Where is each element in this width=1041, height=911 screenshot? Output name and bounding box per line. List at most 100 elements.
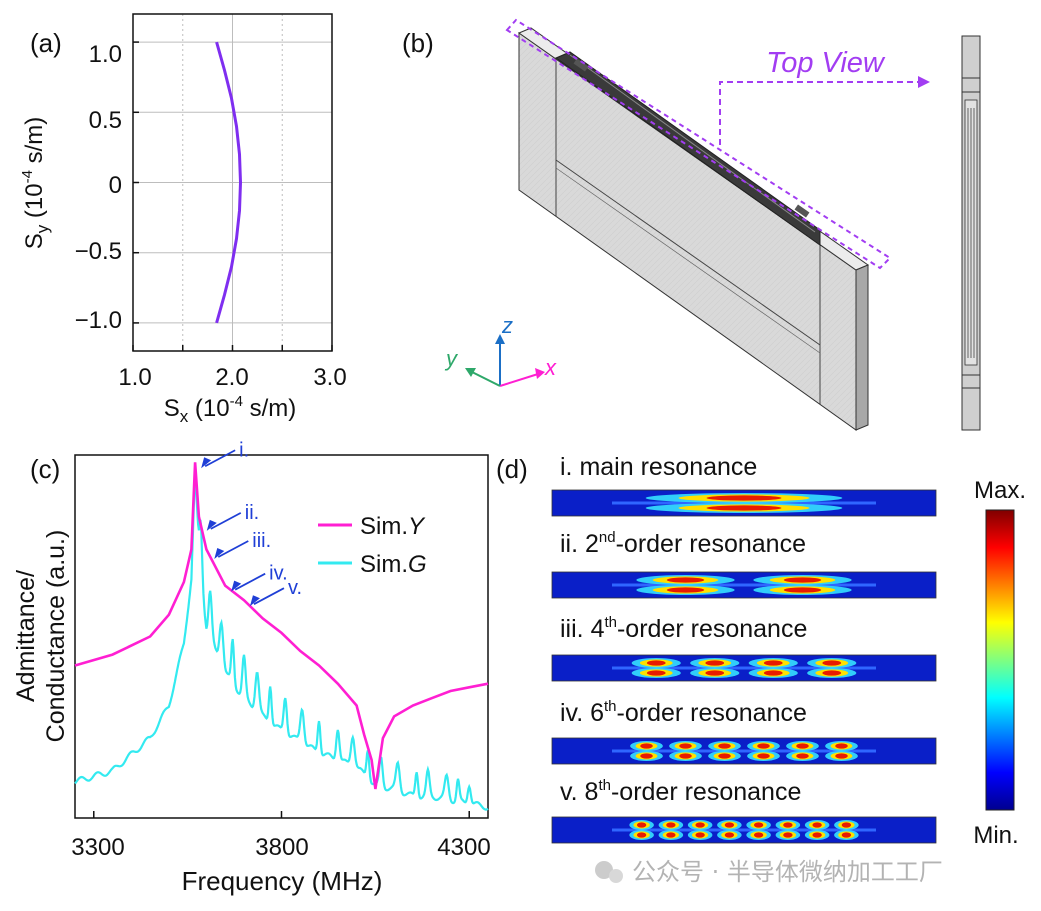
- panel-c-xlabel: Frequency (MHz): [182, 866, 383, 896]
- ytick-label: −1.0: [75, 307, 122, 334]
- mode-lobe: [841, 822, 852, 828]
- mode-lobe: [679, 743, 692, 749]
- mode-lobe: [783, 587, 822, 593]
- panel-a-label: (a): [30, 28, 62, 58]
- xtick-label: 2.0: [215, 364, 248, 391]
- mode-lobe: [763, 670, 783, 676]
- mode-lobe: [783, 577, 822, 583]
- marker-arrowhead: [206, 519, 217, 531]
- mode-lobe: [757, 743, 770, 749]
- mode-lobe: [705, 660, 725, 666]
- marker-arrowhead: [214, 548, 225, 560]
- mode-lobe: [679, 753, 692, 759]
- marker-label: v.: [288, 577, 302, 599]
- marker-arrowhead: [249, 595, 260, 607]
- mode-lobe: [724, 832, 735, 838]
- resonance-markers: i. ii. iii. iv.v.: [201, 439, 302, 607]
- panel-a-yticklabels: 1.0 0.5 0 −0.5 −1.0: [75, 41, 122, 334]
- panel-c-ylabel-line2: Conductance (a.u.): [42, 530, 70, 743]
- mode-lobe: [706, 495, 782, 501]
- marker-arrow: [234, 572, 266, 591]
- wechat-icon: [595, 861, 613, 879]
- mode-lobe: [796, 753, 809, 759]
- panel-a-ticks: [132, 41, 333, 351]
- mode-lobe: [753, 822, 764, 828]
- ytick-label: −0.5: [75, 238, 122, 265]
- panel-c-ticks: [93, 811, 470, 818]
- panel-a-xticklabels: 1.0 2.0 3.0: [118, 364, 346, 391]
- panel-c-xticklabels: 3300 3800 4300: [71, 834, 490, 861]
- legend-G-label: Sim.G: [360, 551, 427, 578]
- mode-lobe: [666, 577, 705, 583]
- panel-b: (b) Top View: [402, 18, 981, 431]
- mode-title: ii. 2nd-order resonance: [560, 529, 806, 558]
- marker-arrowhead: [231, 580, 242, 592]
- mode-lobe: [695, 832, 705, 838]
- panel-d: (d) i. main resonance ii. 2nd-order reson…: [496, 453, 1026, 849]
- panel-c: (c) i. ii. iii. iv.v. Sim.Y Sim.G 3300 3800…: [12, 439, 491, 896]
- panel-c-frame: [74, 454, 489, 819]
- mode-lobe: [706, 505, 782, 511]
- mode-title: iii. 4th-order resonance: [560, 614, 807, 643]
- mode-lobe: [646, 670, 666, 676]
- panel-a-ylabel: Sy (10-4 s/m): [19, 117, 52, 250]
- mode-shapes: i. main resonance ii. 2nd-order resonance…: [551, 453, 937, 844]
- mode-lobe: [783, 832, 793, 838]
- colorbar-min-label: Min.: [973, 822, 1018, 849]
- marker-label: i.: [239, 439, 249, 461]
- mode-lobe: [812, 822, 822, 828]
- mode-lobe: [636, 822, 647, 828]
- mode-lobe: [666, 822, 676, 828]
- ytick-label: 0.5: [89, 107, 122, 134]
- marker-arrow: [204, 449, 236, 468]
- xtick-label: 3300: [71, 834, 124, 861]
- mode-lobe: [636, 832, 647, 838]
- marker-label: iv.: [269, 563, 288, 585]
- mode-lobe: [841, 832, 852, 838]
- mode-lobe: [783, 822, 793, 828]
- marker-label: iii.: [252, 530, 271, 552]
- legend-Y-label: Sim.Y: [360, 513, 426, 540]
- mode-lobe: [646, 660, 666, 666]
- watermark: 公众号 · 半导体微纳加工工厂: [595, 858, 943, 886]
- coordinate-axes: z x y: [444, 313, 557, 387]
- slowness-curve: [215, 41, 243, 324]
- panel-a-xlabel: Sx (10-4 s/m): [164, 393, 297, 426]
- top-view-label: Top View: [766, 47, 886, 79]
- top-view-strip: [961, 35, 981, 431]
- ytick-label: 0: [109, 172, 122, 199]
- wechat-icon-bubble: [609, 869, 623, 883]
- legend: Sim.Y Sim.G: [318, 513, 427, 578]
- axis-z-label: z: [501, 313, 513, 338]
- mode-lobe: [640, 753, 653, 759]
- panel-a-grid: [133, 14, 332, 351]
- marker-arrow: [210, 512, 242, 530]
- watermark-text: 公众号 · 半导体微纳加工工厂: [632, 858, 943, 886]
- xtick-label: 4300: [437, 834, 490, 861]
- mode-lobe: [666, 832, 676, 838]
- marker-arrow: [253, 587, 285, 605]
- mode-lobe: [718, 753, 731, 759]
- mode-lobe: [835, 753, 848, 759]
- top-view-arrow: [719, 76, 930, 145]
- axis-x-label: x: [544, 355, 557, 380]
- panel-b-label: (b): [402, 28, 434, 58]
- mode-lobe: [640, 743, 653, 749]
- mode-lobe: [666, 587, 705, 593]
- mode-lobe: [796, 743, 809, 749]
- mode-lobe: [822, 670, 842, 676]
- panel-a: (a) 1.0 0.5 0 −0.5 −1.0 1.0 2.0 3.0 Sx (…: [19, 13, 347, 426]
- mode-lobe: [812, 832, 822, 838]
- mode-lobe: [753, 832, 764, 838]
- ytick-label: 1.0: [89, 41, 122, 68]
- mode-lobe: [724, 822, 735, 828]
- marker-arrow: [217, 540, 249, 558]
- conductance-curve: [74, 466, 489, 811]
- device-3d-model: [505, 18, 892, 431]
- colorbar: [985, 509, 1015, 811]
- mode-lobe: [695, 822, 705, 828]
- xtick-label: 3800: [255, 834, 308, 861]
- mode-lobe: [763, 660, 783, 666]
- xtick-label: 1.0: [118, 364, 151, 391]
